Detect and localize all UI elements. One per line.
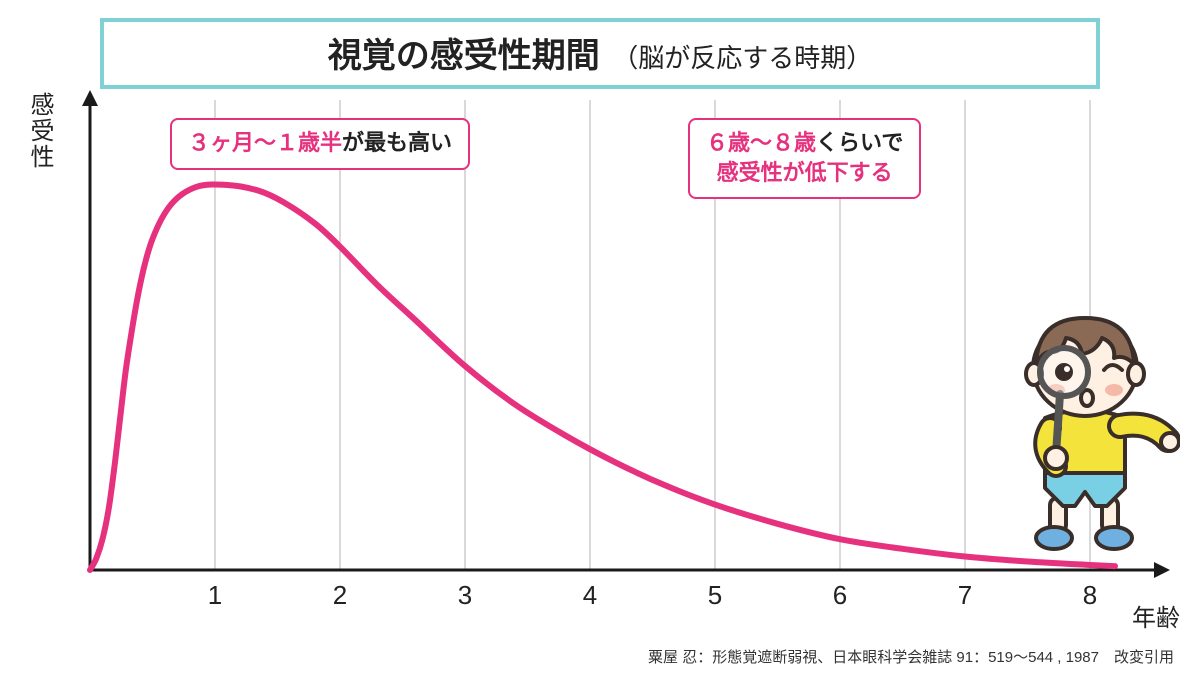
x-tick: 8 [1083,580,1097,611]
x-tick: 7 [958,580,972,611]
callout-decline-accent: ６歳～８歳 [706,130,816,155]
title-main: 視覚の感受性期間 [328,37,600,75]
title-box: 視覚の感受性期間 （脳が反応する時期） [100,18,1100,89]
x-tick: 4 [583,580,597,611]
x-tick: 6 [833,580,847,611]
callout-decline: ６歳～８歳くらいで 感受性が低下する [688,118,921,199]
callout-peak: ３ヶ月～１歳半が最も高い [170,118,470,170]
y-axis-label: 感受性 [22,92,57,170]
title-sub: （脳が反応する時期） [612,43,872,73]
callout-peak-accent: ３ヶ月～１歳半 [188,130,342,155]
callout-decline-rest: くらいで [816,130,903,155]
x-tick: 5 [708,580,722,611]
callout-decline-line2: 感受性が低下する [706,158,903,188]
callout-peak-rest: が最も高い [342,130,452,155]
x-axis-label: 年齢 [1132,598,1180,633]
x-tick: 3 [458,580,472,611]
x-tick: 1 [208,580,222,611]
citation-text: 粟屋 忍：形態覚遮断弱視、日本眼科学会雑誌 91：519～544 , 1987 … [648,646,1174,667]
child-magnifier-icon [990,298,1180,558]
x-tick: 2 [333,580,347,611]
